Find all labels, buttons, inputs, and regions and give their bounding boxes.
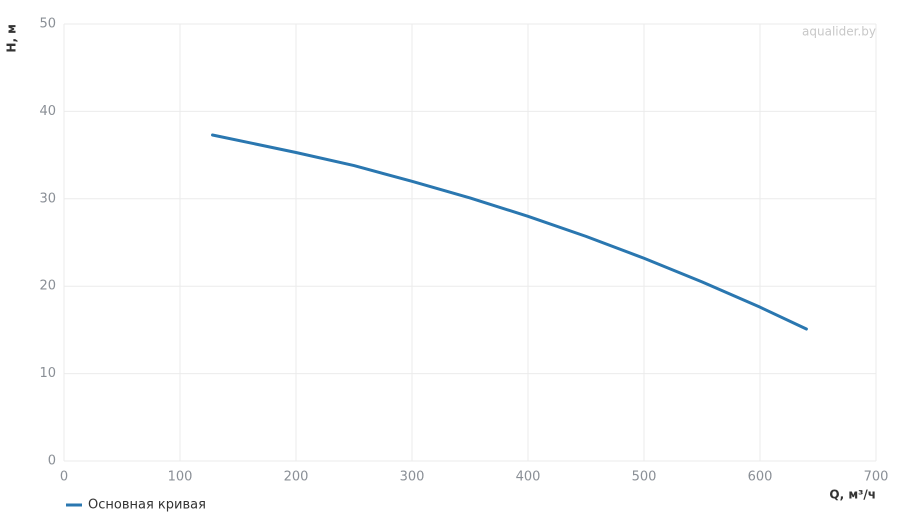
- y-tick-label: 0: [48, 454, 56, 469]
- y-tick-label: 50: [39, 17, 56, 32]
- x-tick-label: 700: [864, 470, 889, 485]
- y-axis-title: H, м: [5, 24, 19, 53]
- x-tick-label: 0: [60, 470, 68, 485]
- y-tick-label: 30: [39, 191, 56, 206]
- y-tick-label: 40: [39, 104, 56, 119]
- y-tick-label: 20: [39, 279, 56, 294]
- watermark: aqualider.by: [802, 25, 876, 39]
- y-tick-label: 10: [39, 366, 56, 381]
- x-tick-label: 200: [284, 470, 309, 485]
- x-tick-label: 300: [400, 470, 425, 485]
- x-tick-label: 500: [632, 470, 657, 485]
- x-tick-label: 600: [748, 470, 773, 485]
- x-tick-label: 400: [516, 470, 541, 485]
- line: [210, 133, 808, 331]
- x-tick-label: 100: [168, 470, 193, 485]
- x-axis-title: Q, м³/ч: [829, 488, 876, 502]
- legend-label: Основная кривая: [88, 498, 206, 513]
